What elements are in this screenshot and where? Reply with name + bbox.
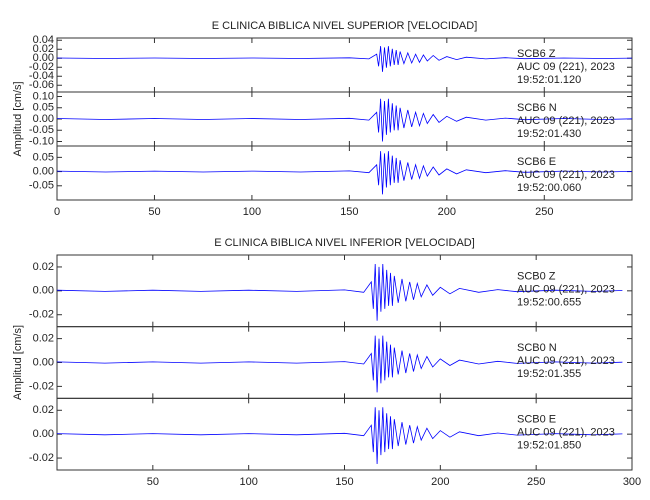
x-tick-label: 100: [243, 206, 261, 218]
y-tick-label: 0.00: [33, 52, 54, 64]
y-axis-label: Amplitud [cm/s]: [12, 81, 24, 156]
chart-title: E CLINICA BIBLICA NIVEL INFERIOR [VELOCI…: [214, 237, 475, 249]
waveform: [56, 335, 623, 393]
time-label: 19:52:00.060: [517, 182, 581, 194]
x-tick-label: 200: [438, 206, 456, 218]
waveform: [56, 407, 623, 465]
station-label: SCB0 E: [517, 414, 556, 426]
y-tick-label: -0.05: [29, 124, 54, 136]
y-tick-label: -0.02: [29, 61, 54, 73]
time-label: 19:52:01.850: [517, 440, 581, 452]
y-tick-label: 0.02: [33, 404, 54, 416]
waveform: [56, 263, 623, 321]
y-tick-label: 0.05: [33, 102, 54, 114]
station-label: SCB6 N: [517, 102, 557, 114]
station-label: SCB6 Z: [517, 48, 556, 60]
x-tick-label: 250: [535, 206, 553, 218]
time-label: 19:52:00.655: [517, 296, 581, 308]
date-label: AUC 09 (221), 2023: [517, 61, 615, 73]
x-tick-label: 50: [148, 206, 160, 218]
y-tick-label: 0.00: [33, 428, 54, 440]
y-tick-label: -0.02: [29, 380, 54, 392]
date-label: AUC 09 (221), 2023: [517, 355, 615, 367]
date-label: AUC 09 (221), 2023: [517, 115, 615, 127]
y-tick-label: 0.00: [33, 285, 54, 297]
date-label: AUC 09 (221), 2023: [517, 283, 615, 295]
station-label: SCB0 Z: [517, 270, 556, 282]
x-tick-label: 0: [54, 206, 60, 218]
x-tick-label: 200: [431, 476, 449, 488]
y-tick-label: -0.06: [29, 79, 54, 91]
time-label: 19:52:01.120: [517, 74, 581, 86]
y-tick-label: -0.02: [29, 309, 54, 321]
x-tick-label: 300: [623, 476, 641, 488]
time-label: 19:52:01.355: [517, 368, 581, 380]
y-tick-label: 0.04: [33, 34, 54, 46]
waveform: [56, 98, 633, 142]
date-label: AUC 09 (221), 2023: [517, 427, 615, 439]
y-tick-label: 0.10: [33, 90, 54, 102]
y-tick-label: -0.02: [29, 452, 54, 464]
x-tick-label: 100: [239, 476, 257, 488]
y-tick-label: 0.02: [33, 333, 54, 345]
date-label: AUC 09 (221), 2023: [517, 169, 615, 181]
y-tick-label: 0.00: [33, 356, 54, 368]
x-tick-label: 150: [340, 206, 358, 218]
y-tick-label: 0.00: [33, 165, 54, 177]
y-tick-label: 0.05: [33, 151, 54, 163]
time-label: 19:52:01.430: [517, 128, 581, 140]
x-tick-label: 50: [147, 476, 159, 488]
station-label: SCB6 E: [517, 156, 556, 168]
y-tick-label: -0.10: [29, 135, 54, 147]
y-tick-label: 0.02: [33, 261, 54, 273]
waveform: [56, 151, 633, 195]
y-axis-label: Amplitud [cm/s]: [12, 325, 24, 400]
y-tick-label: 0.02: [33, 43, 54, 55]
y-tick-label: -0.05: [29, 180, 54, 192]
y-tick-label: -0.04: [29, 70, 54, 82]
chart-title: E CLINICA BIBLICA NIVEL SUPERIOR [VELOCI…: [212, 20, 478, 32]
panel-frame: [56, 145, 633, 201]
waveform: [56, 46, 633, 72]
station-label: SCB0 N: [517, 342, 557, 354]
y-tick-label: 0.00: [33, 113, 54, 125]
x-tick-label: 250: [527, 476, 545, 488]
x-tick-label: 150: [335, 476, 353, 488]
